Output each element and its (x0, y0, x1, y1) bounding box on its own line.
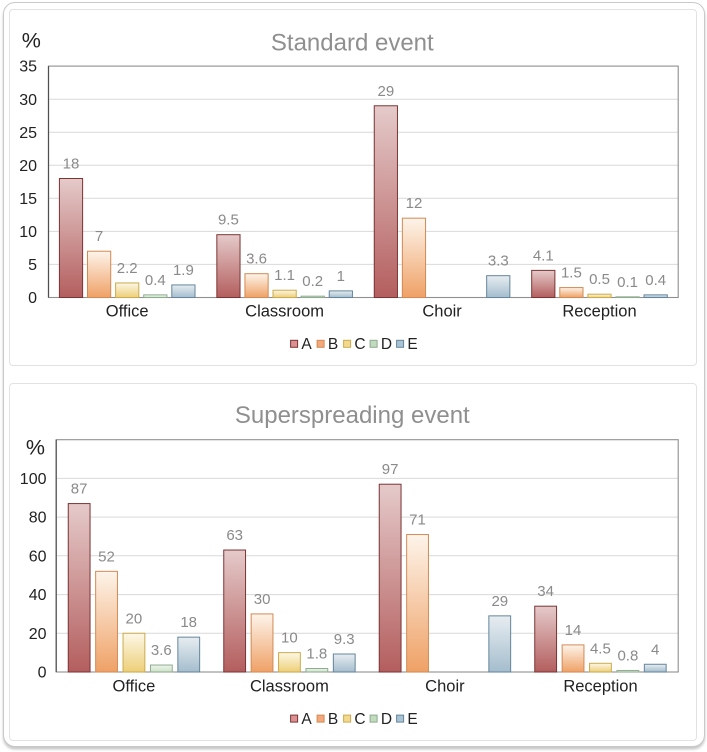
svg-text:63: 63 (226, 527, 243, 544)
svg-text:1.5: 1.5 (561, 265, 582, 282)
svg-text:Classroom: Classroom (250, 678, 329, 696)
svg-text:1: 1 (337, 268, 345, 285)
svg-text:A: A (301, 711, 312, 728)
svg-text:C: C (354, 711, 365, 728)
svg-text:3.6: 3.6 (246, 251, 267, 268)
svg-text:0.5: 0.5 (589, 271, 610, 288)
svg-text:Standard event: Standard event (271, 30, 434, 57)
svg-text:9.5: 9.5 (218, 212, 239, 229)
svg-text:B: B (328, 711, 338, 728)
svg-text:Choir: Choir (425, 678, 465, 696)
svg-text:29: 29 (378, 83, 395, 100)
svg-text:7: 7 (95, 228, 103, 245)
svg-text:Office: Office (106, 303, 149, 321)
svg-text:20: 20 (126, 610, 143, 627)
svg-text:D: D (381, 336, 392, 353)
svg-text:5: 5 (28, 257, 37, 274)
svg-text:52: 52 (98, 548, 115, 565)
svg-text:12: 12 (406, 195, 423, 212)
svg-text:0.8: 0.8 (617, 648, 638, 665)
svg-text:0: 0 (28, 290, 37, 307)
svg-text:14: 14 (565, 622, 582, 639)
svg-text:18: 18 (63, 156, 80, 173)
svg-text:1.9: 1.9 (173, 262, 194, 279)
svg-text:97: 97 (382, 461, 399, 478)
svg-text:4.5: 4.5 (590, 640, 611, 657)
svg-text:40: 40 (29, 587, 47, 604)
svg-text:15: 15 (19, 191, 37, 208)
svg-text:20: 20 (29, 626, 47, 643)
svg-text:3.6: 3.6 (151, 642, 172, 659)
svg-text:1.1: 1.1 (274, 267, 295, 284)
svg-text:Superspreading event: Superspreading event (235, 402, 470, 429)
svg-text:C: C (354, 336, 365, 353)
svg-text:Classroom: Classroom (245, 303, 324, 321)
svg-text:Reception: Reception (562, 303, 636, 321)
svg-text:Reception: Reception (563, 678, 637, 696)
svg-text:2.2: 2.2 (117, 260, 138, 277)
svg-text:%: % (22, 29, 41, 53)
svg-text:9.3: 9.3 (334, 631, 355, 648)
svg-text:A: A (301, 336, 312, 353)
svg-text:60: 60 (29, 548, 47, 565)
svg-text:25: 25 (19, 125, 37, 142)
svg-text:30: 30 (19, 92, 37, 109)
svg-text:0.4: 0.4 (645, 272, 666, 289)
svg-text:0.4: 0.4 (145, 272, 166, 289)
svg-text:0: 0 (38, 665, 47, 682)
svg-text:29: 29 (491, 593, 508, 610)
svg-text:0.1: 0.1 (617, 274, 638, 291)
svg-text:18: 18 (180, 614, 197, 631)
svg-text:87: 87 (71, 481, 88, 498)
svg-text:Choir: Choir (422, 303, 462, 321)
svg-text:Office: Office (113, 678, 156, 696)
svg-text:71: 71 (409, 512, 426, 529)
svg-text:35: 35 (19, 59, 37, 76)
svg-text:30: 30 (254, 591, 271, 608)
svg-text:1.8: 1.8 (306, 646, 327, 663)
svg-text:0.2: 0.2 (302, 273, 323, 290)
svg-text:E: E (407, 336, 417, 353)
svg-text:D: D (381, 711, 392, 728)
svg-text:B: B (328, 336, 338, 353)
svg-text:10: 10 (19, 224, 37, 241)
svg-text:4.1: 4.1 (533, 247, 554, 264)
svg-text:4: 4 (651, 641, 659, 658)
svg-text:%: % (26, 436, 45, 460)
svg-text:3.3: 3.3 (488, 253, 509, 270)
svg-text:10: 10 (281, 630, 298, 647)
svg-text:100: 100 (20, 471, 47, 488)
svg-text:80: 80 (29, 510, 47, 527)
svg-text:20: 20 (19, 158, 37, 175)
svg-text:34: 34 (537, 583, 554, 600)
svg-text:E: E (407, 711, 417, 728)
